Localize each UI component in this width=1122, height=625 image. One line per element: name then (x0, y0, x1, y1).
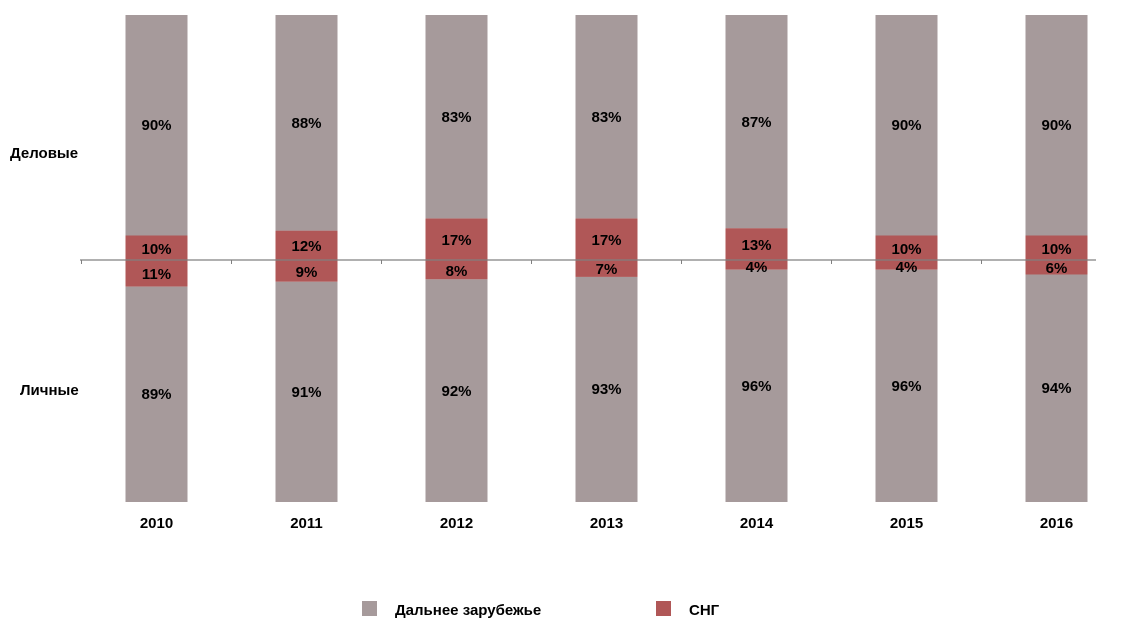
label-cis-business-2010: 10% (141, 241, 171, 258)
label-far-abroad-business-2010: 90% (141, 117, 171, 134)
label-cis-personal-2012: 8% (446, 263, 468, 280)
legend-swatch-far-abroad (362, 601, 377, 616)
label-cis-personal-2011: 9% (296, 264, 318, 281)
label-cis-business-2016: 10% (1041, 241, 1071, 258)
label-cis-business-2015: 10% (891, 241, 921, 258)
label-cis-business-2013: 17% (591, 232, 621, 249)
group-label-personal: Личные (20, 382, 79, 399)
x-tick-2011: 2011 (290, 515, 323, 532)
legend-label-cis: СНГ (689, 602, 720, 619)
label-far-abroad-personal-2016: 94% (1041, 380, 1071, 397)
label-far-abroad-business-2013: 83% (591, 109, 621, 126)
label-far-abroad-business-2016: 90% (1041, 117, 1071, 134)
legend-label-far-abroad: Дальнее зарубежье (395, 602, 541, 619)
x-tick-2013: 2013 (590, 515, 623, 532)
label-far-abroad-personal-2011: 91% (291, 384, 321, 401)
label-far-abroad-personal-2015: 96% (891, 378, 921, 395)
label-cis-business-2014: 13% (741, 237, 771, 254)
x-tick-2015: 2015 (890, 515, 923, 532)
label-cis-personal-2016: 6% (1046, 260, 1068, 277)
label-far-abroad-business-2012: 83% (441, 109, 471, 126)
label-cis-business-2011: 12% (291, 238, 321, 255)
x-tick-labels: 2010 2011 2012 2013 2014 2015 2016 (140, 515, 1073, 532)
x-tick-2012: 2012 (440, 515, 473, 532)
label-far-abroad-business-2011: 88% (291, 115, 321, 132)
label-far-abroad-personal-2010: 89% (141, 386, 171, 403)
label-far-abroad-business-2014: 87% (741, 114, 771, 131)
label-far-abroad-business-2015: 90% (891, 117, 921, 134)
label-cis-personal-2010: 11% (142, 266, 171, 283)
label-far-abroad-personal-2013: 93% (591, 381, 621, 398)
x-tick-2010: 2010 (140, 515, 173, 532)
label-cis-personal-2014: 4% (746, 259, 768, 276)
bars-layer (126, 15, 1088, 502)
legend-swatch-cis (656, 601, 671, 616)
label-far-abroad-personal-2014: 96% (741, 378, 771, 395)
label-cis-personal-2013: 7% (596, 261, 618, 278)
legend: Дальнее зарубежье СНГ (362, 601, 720, 619)
label-cis-business-2012: 17% (441, 232, 471, 249)
label-cis-personal-2015: 4% (896, 259, 918, 276)
group-label-business: Деловые (10, 145, 78, 162)
x-tick-2016: 2016 (1040, 515, 1073, 532)
label-far-abroad-personal-2012: 92% (441, 383, 471, 400)
x-tick-2014: 2014 (740, 515, 774, 532)
